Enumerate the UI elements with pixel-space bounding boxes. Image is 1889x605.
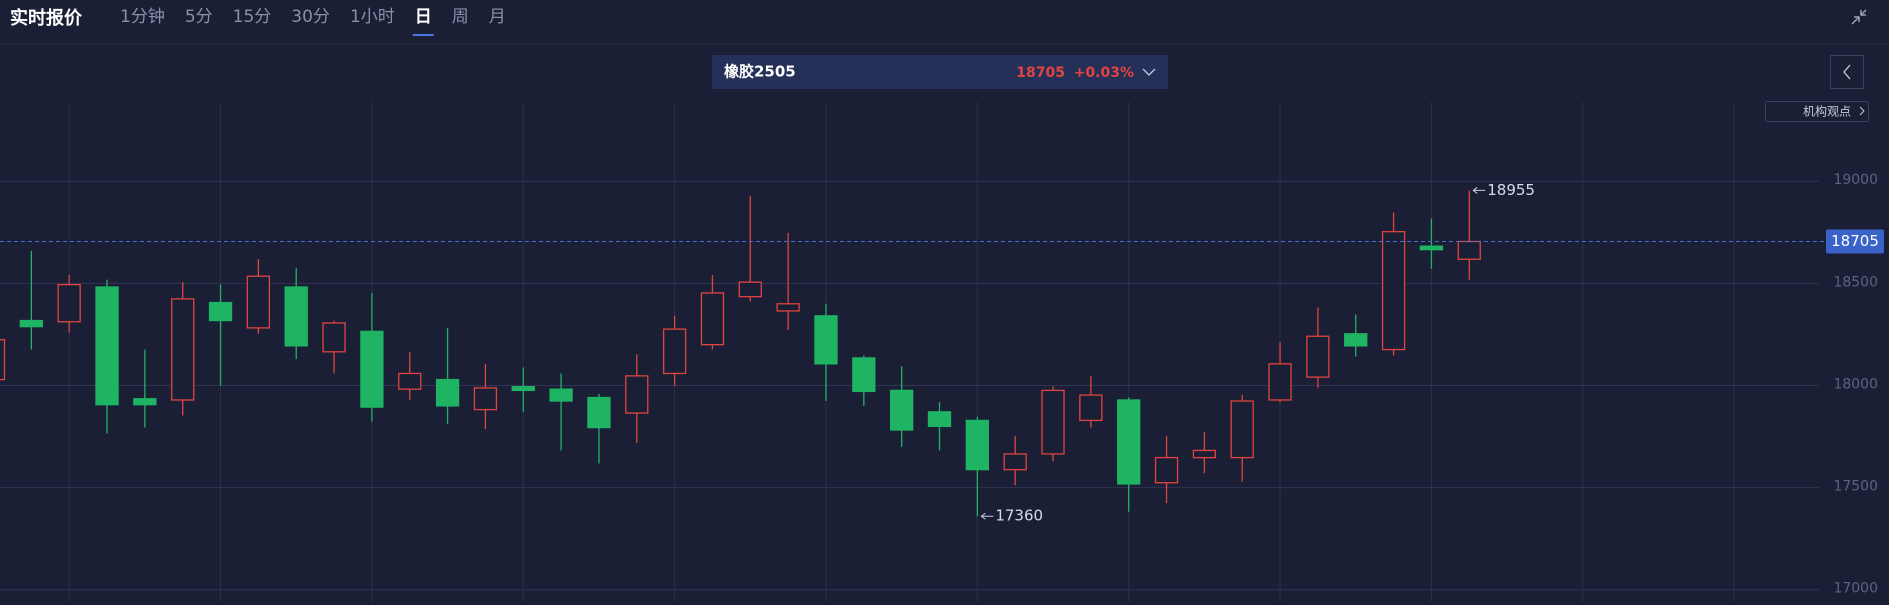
header-title: 实时报价 xyxy=(10,7,83,29)
quote-box[interactable] xyxy=(712,55,1168,89)
candle-body xyxy=(927,411,952,427)
tab[interactable]: 1分钟 xyxy=(120,7,165,27)
candle-body xyxy=(587,396,611,429)
y-tick-label: 18000 xyxy=(1833,376,1878,392)
candle-body xyxy=(965,419,989,471)
collapse-icon[interactable] xyxy=(1851,9,1867,25)
tab[interactable]: 月 xyxy=(489,7,506,27)
y-tick-label: 17000 xyxy=(1833,581,1878,597)
tab[interactable]: 15分 xyxy=(233,7,272,27)
candle-body xyxy=(322,322,346,353)
annotation-label: 17360 xyxy=(995,507,1043,525)
tab[interactable]: 5分 xyxy=(185,7,213,27)
candle-body xyxy=(814,315,838,365)
quote-dropdown[interactable] xyxy=(1142,68,1156,76)
last-price-label: 18705 xyxy=(1831,232,1879,250)
candle-body xyxy=(171,298,195,401)
candle-body xyxy=(360,330,384,408)
quote-name: 橡胶2505 xyxy=(724,63,796,81)
back-glyph xyxy=(1843,64,1851,80)
plot: 17000 17500 18000 18500 19000 18705 18955 17360 xyxy=(0,102,1884,602)
collapse-glyph xyxy=(1851,9,1867,25)
candle-body xyxy=(1117,399,1141,485)
back-button[interactable] xyxy=(1830,55,1864,89)
candle-body xyxy=(1192,449,1217,459)
candle-body xyxy=(511,386,535,392)
candle-body xyxy=(852,357,876,393)
tab[interactable]: 周 xyxy=(452,7,469,27)
candle-body xyxy=(398,372,422,390)
last-price-tag xyxy=(1826,229,1884,254)
side-button-arrow xyxy=(1859,106,1865,116)
candle-body xyxy=(284,286,308,347)
candle-body xyxy=(1457,240,1481,260)
annotation-label: 18955 xyxy=(1487,181,1535,199)
candle-body xyxy=(1154,456,1179,484)
candle-body xyxy=(473,387,498,411)
tab[interactable]: 30分 xyxy=(291,7,330,27)
candle-body xyxy=(890,389,914,431)
quote-price: 18705 xyxy=(1016,65,1065,81)
candle-body xyxy=(738,281,762,298)
candle-body xyxy=(625,375,649,414)
candle-body xyxy=(1306,335,1330,378)
candle-body xyxy=(0,339,6,381)
quote-change: +0.03% xyxy=(1074,65,1134,81)
annotation-arrow xyxy=(1472,187,1486,194)
candle-body xyxy=(208,301,233,322)
candle-body xyxy=(1230,400,1254,459)
candle-body xyxy=(662,328,687,375)
y-tick-label: 18500 xyxy=(1833,274,1878,290)
candle-body xyxy=(1268,363,1292,401)
side-button[interactable] xyxy=(1765,101,1869,122)
candle-body xyxy=(776,303,800,312)
candle-body xyxy=(133,398,157,406)
candle-body xyxy=(1003,453,1027,471)
candle-body xyxy=(435,378,460,407)
annotation-arrow xyxy=(980,512,994,520)
candle-body xyxy=(549,388,573,402)
candle-body xyxy=(1344,333,1368,347)
side-button-label: 机构观点 xyxy=(1803,104,1851,119)
y-tick-label: 17500 xyxy=(1833,479,1878,495)
tabs: 1分钟 5分 15分 30分 1小时日周月 xyxy=(120,7,506,36)
candle-body xyxy=(95,286,119,406)
tab[interactable]: 日 xyxy=(415,7,432,27)
candle-body xyxy=(19,319,43,328)
y-tick-label: 19000 xyxy=(1833,172,1878,188)
candle-body xyxy=(246,275,271,329)
tab[interactable]: 1小时 xyxy=(350,7,395,27)
candle-body xyxy=(1079,394,1103,422)
candle-body xyxy=(700,292,725,346)
candle-body xyxy=(1381,231,1406,351)
candle-body xyxy=(1419,245,1444,251)
candle-body xyxy=(57,283,81,323)
candle-body xyxy=(1041,389,1065,455)
